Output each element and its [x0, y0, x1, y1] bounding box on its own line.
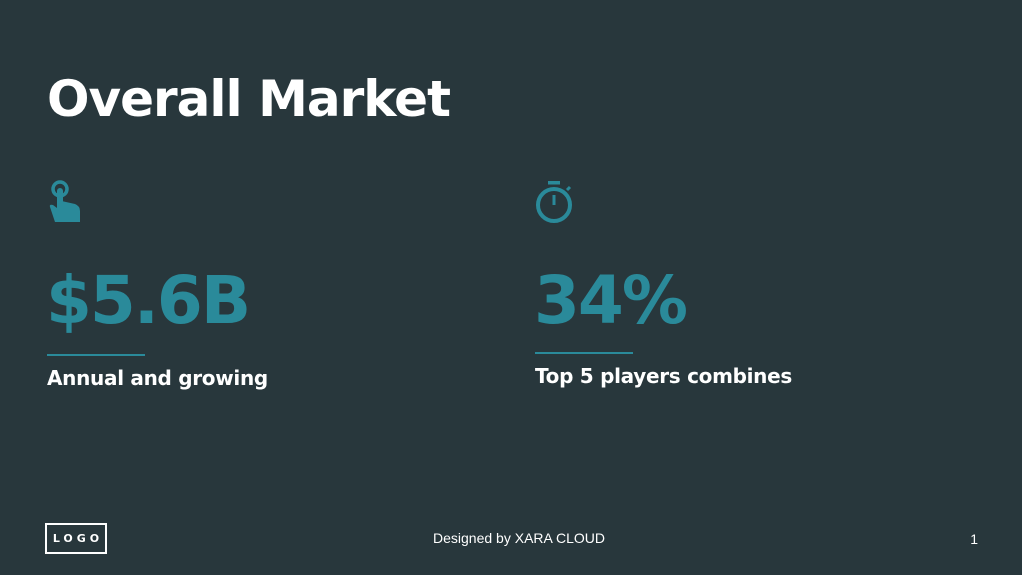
- stat-value-market-share: 34%: [534, 262, 688, 339]
- stat-label-market-share: Top 5 players combines: [535, 364, 792, 388]
- stat-label-market-size: Annual and growing: [47, 366, 268, 390]
- stat-value-market-size: $5.6B: [46, 262, 251, 339]
- stopwatch-icon: [534, 180, 574, 228]
- page-number: 1: [970, 531, 978, 547]
- divider: [535, 352, 633, 354]
- divider: [47, 354, 145, 356]
- footer-credit: Designed by XARA CLOUD: [433, 530, 605, 546]
- logo: LOGO: [45, 523, 107, 554]
- slide-title: Overall Market: [47, 70, 451, 128]
- hand-pointer-icon: [47, 180, 81, 228]
